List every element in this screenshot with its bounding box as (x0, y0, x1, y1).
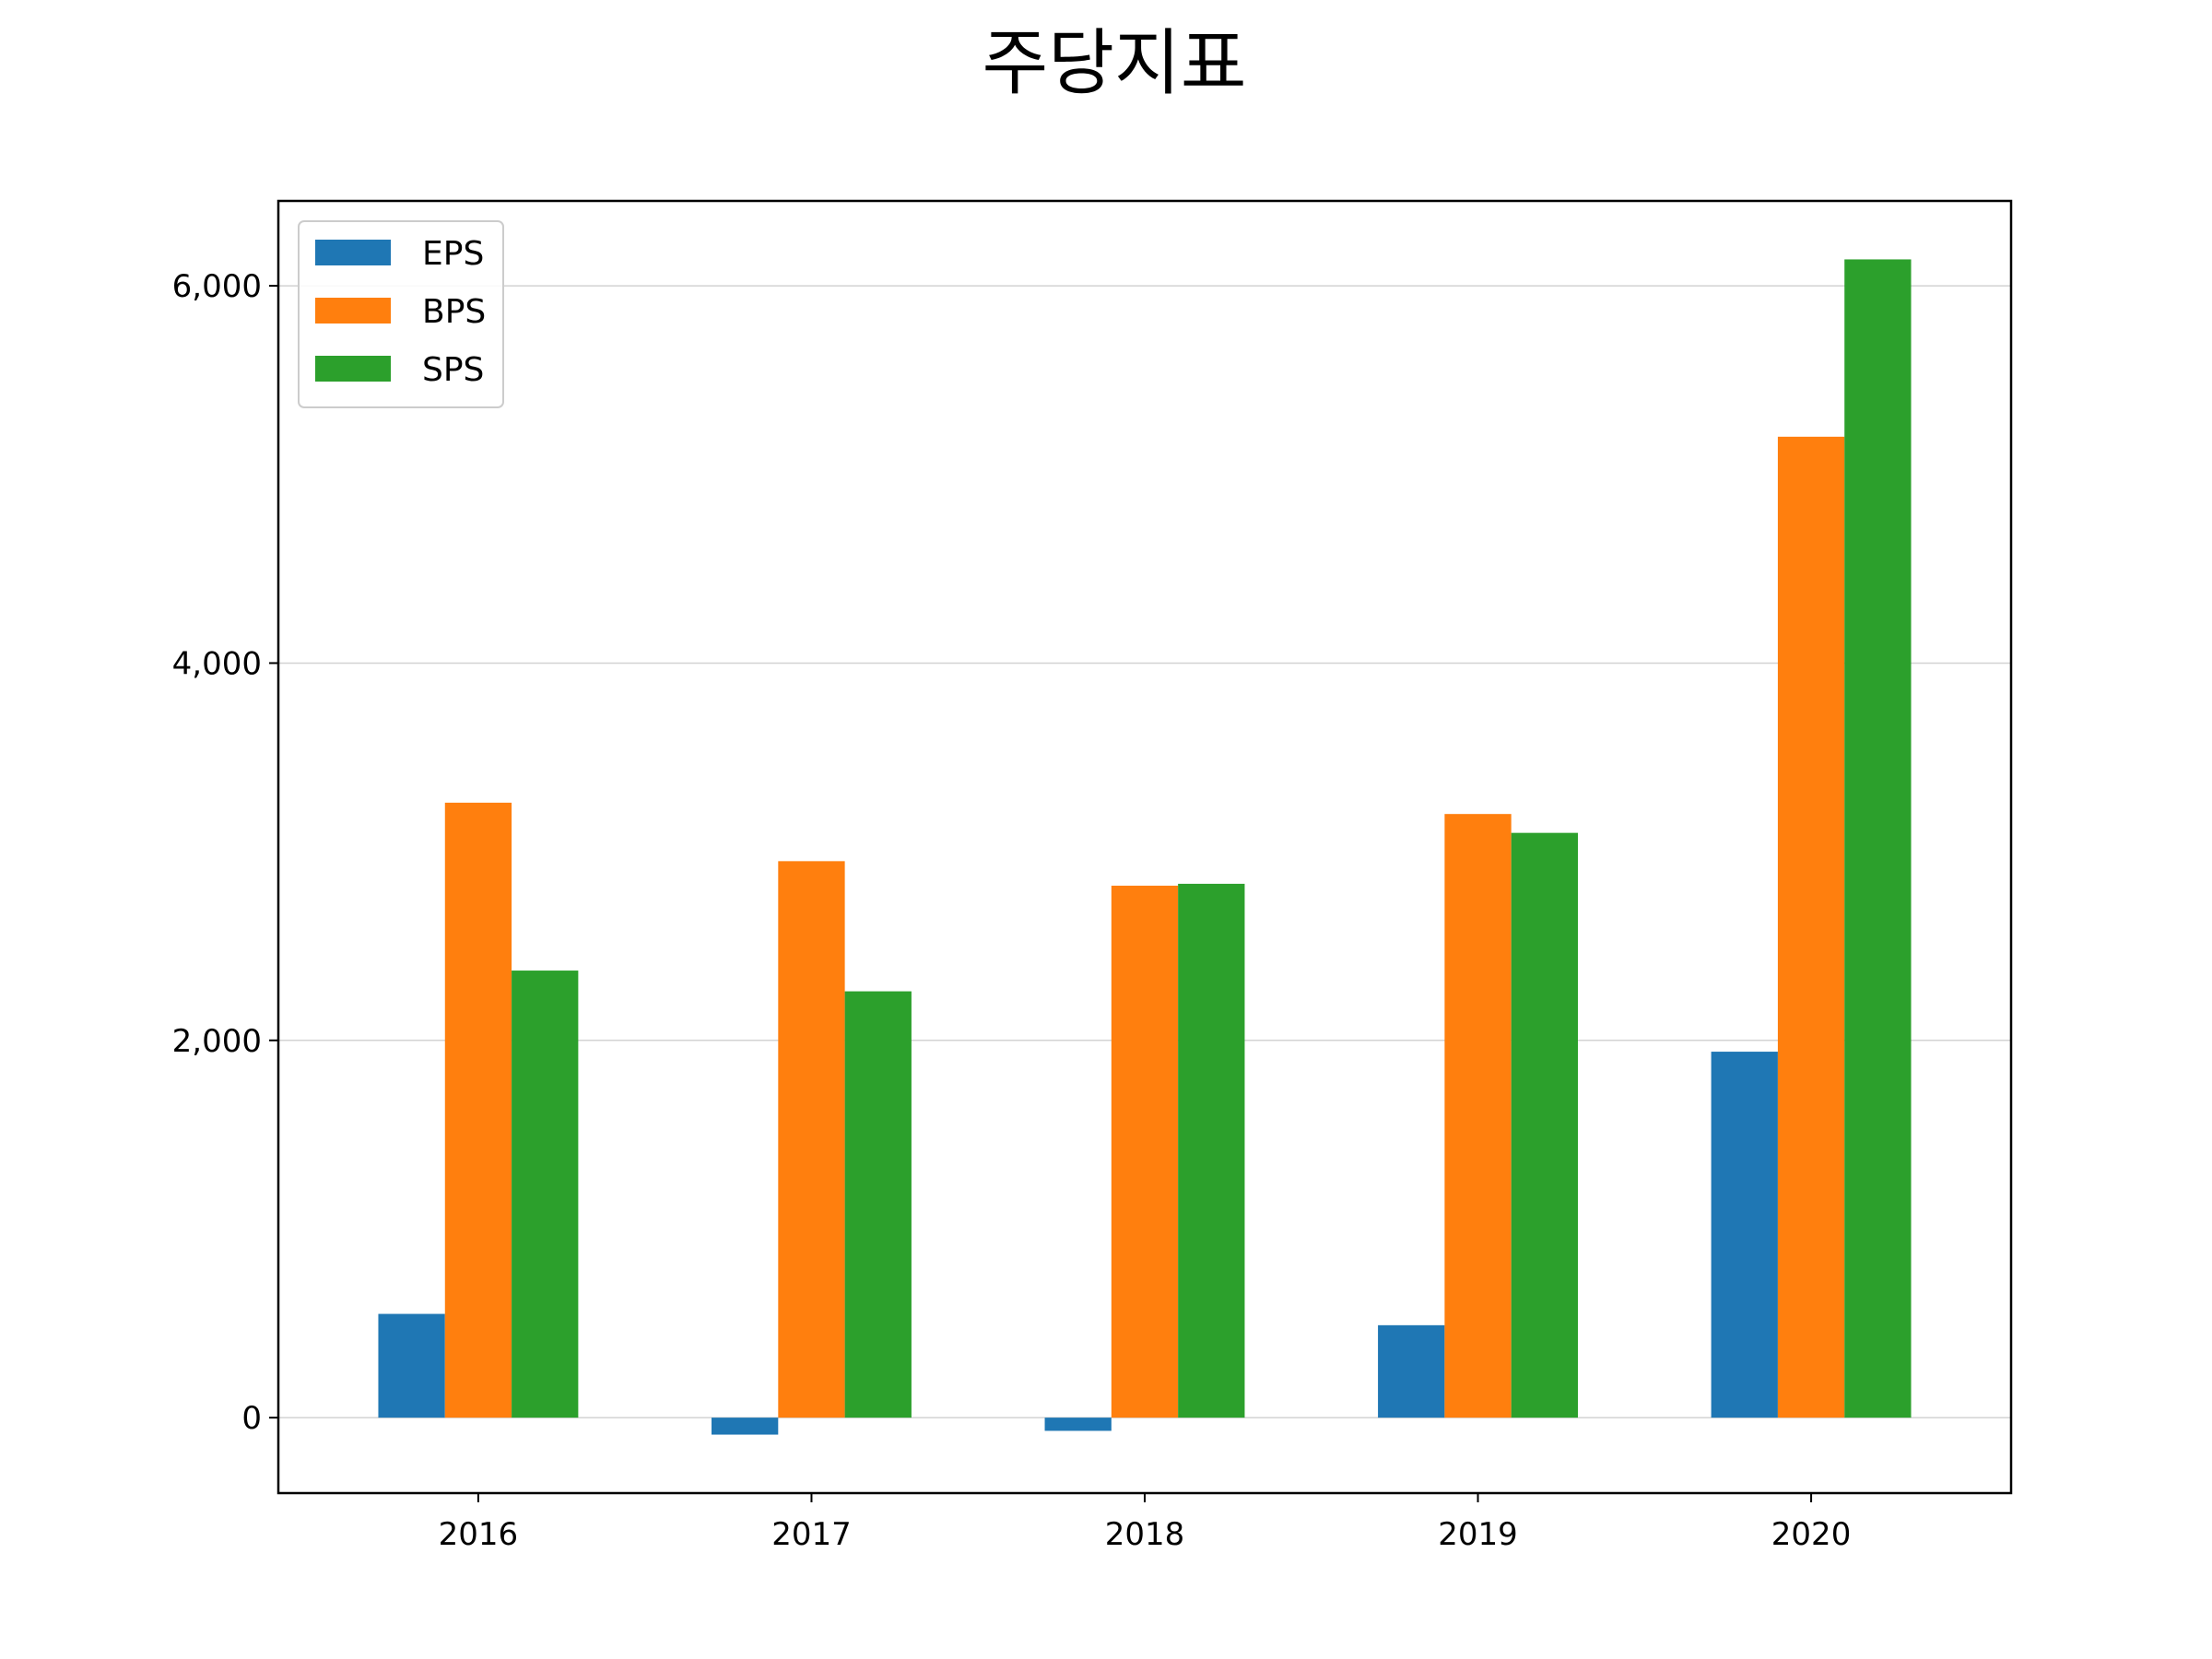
x-tick-label: 2019 (1438, 1516, 1518, 1553)
bar-sps-2020 (1844, 259, 1912, 1418)
bar-sps-2017 (844, 991, 912, 1418)
legend-swatch-sps (315, 356, 391, 382)
bar-eps-2020 (1711, 1052, 1778, 1418)
legend-label-sps: SPS (422, 351, 484, 389)
bar-bps-2020 (1777, 436, 1845, 1418)
y-tick-label: 0 (241, 1400, 262, 1437)
bar-bps-2019 (1444, 814, 1512, 1418)
legend-label-bps: BPS (422, 293, 486, 331)
bar-eps-2016 (378, 1313, 445, 1418)
legend-label-eps: EPS (422, 235, 484, 273)
x-tick-label: 2020 (1771, 1516, 1852, 1553)
bars (378, 259, 1912, 1435)
bar-sps-2018 (1178, 883, 1245, 1418)
y-tick-label: 2,000 (172, 1023, 262, 1060)
y-tick-label: 6,000 (172, 268, 262, 305)
legend-swatch-eps (315, 240, 391, 265)
x-tick-label: 2016 (439, 1516, 519, 1553)
bar-eps-2019 (1378, 1324, 1445, 1418)
ticks: 0 2,000 4,000 6,000 2016 2017 2018 2019 2020 (172, 268, 1852, 1553)
bar-sps-2019 (1511, 832, 1578, 1418)
legend-swatch-bps (315, 298, 391, 324)
x-tick-label: 2018 (1105, 1516, 1185, 1553)
legend: EPS BPS SPS (298, 220, 504, 408)
bar-bps-2017 (778, 861, 845, 1418)
chart-title: 주당지표 (982, 22, 1246, 105)
bar-bps-2016 (444, 802, 512, 1418)
bar-bps-2018 (1111, 885, 1179, 1418)
bar-eps-2017 (712, 1418, 779, 1435)
bar-sps-2016 (512, 971, 579, 1418)
bar-eps-2018 (1044, 1418, 1112, 1431)
y-tick-label: 4,000 (172, 645, 262, 682)
x-tick-label: 2017 (771, 1516, 852, 1553)
